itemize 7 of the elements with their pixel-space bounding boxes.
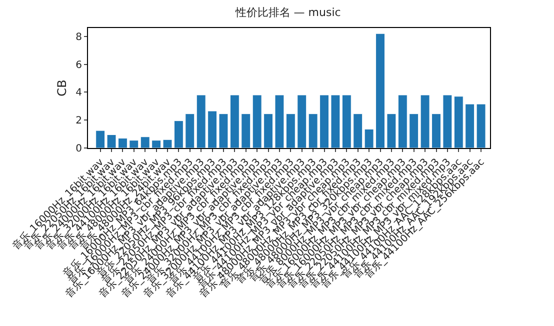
chart-title: 性价比排名 — music	[234, 6, 341, 19]
y-tick-label: 2	[76, 116, 82, 127]
y-tick-label: 8	[76, 32, 82, 43]
y-tick-label: 6	[76, 60, 82, 71]
y-axis-title: CB	[54, 80, 69, 96]
y-tick-label: 4	[76, 88, 82, 99]
y-tick-label: 0	[76, 144, 82, 154]
